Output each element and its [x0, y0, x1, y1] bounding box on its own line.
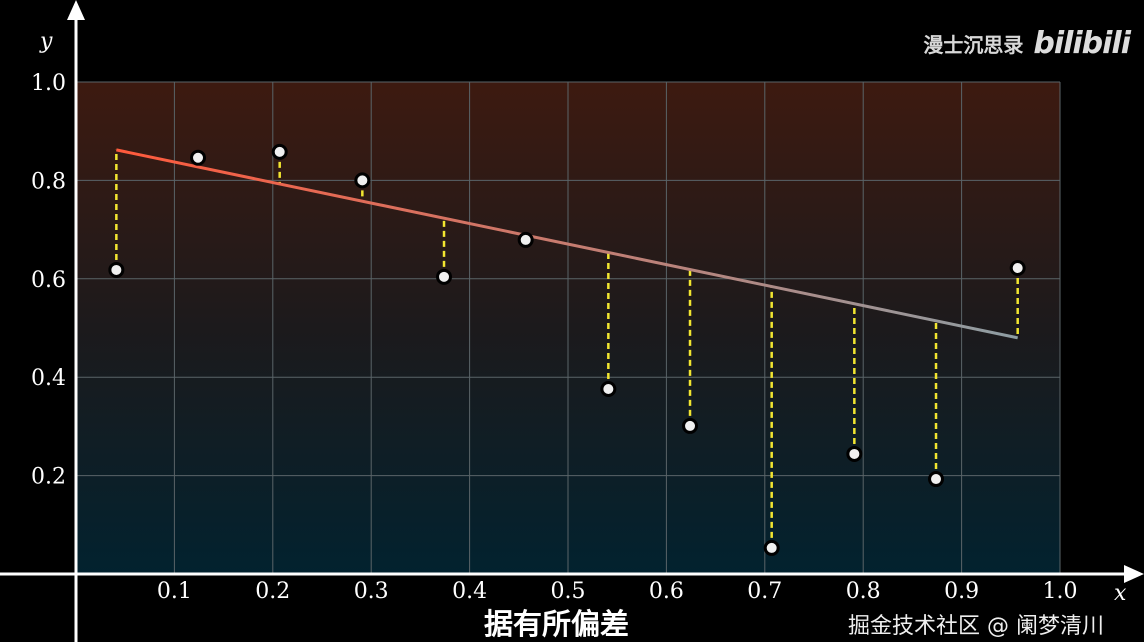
- y-tick-label: 1.0: [31, 71, 66, 96]
- data-point: [600, 381, 617, 398]
- data-point: [1009, 259, 1026, 276]
- x-tick-label: 0.8: [846, 579, 881, 604]
- data-point: [928, 471, 945, 488]
- y-tick-label: 0.8: [31, 169, 66, 194]
- channel-name: 漫士沉思录: [923, 33, 1024, 57]
- subtitle: 据有所偏差: [484, 607, 630, 641]
- credit-watermark: 掘金技术社区 @ 阑梦清川: [848, 614, 1104, 639]
- x-axis-arrow-icon: [1124, 565, 1144, 583]
- x-tick-label: 1.0: [1043, 579, 1078, 604]
- x-tick-label: 0.4: [452, 579, 487, 604]
- bilibili-logo: bilibili: [1033, 26, 1131, 61]
- x-tick-label: 0.5: [551, 579, 586, 604]
- y-tick-label: 0.4: [31, 366, 66, 391]
- data-point: [846, 445, 863, 462]
- x-tick-label: 0.1: [157, 579, 192, 604]
- y-tick-label: 0.6: [31, 268, 66, 293]
- fit-line: [116, 148, 1018, 340]
- x-tick-label: 0.2: [255, 579, 290, 604]
- y-axis-arrow-icon: [67, 0, 85, 20]
- data-point: [763, 539, 780, 556]
- x-tick-label: 0.3: [354, 579, 389, 604]
- x-tick-label: 0.9: [944, 579, 979, 604]
- data-point: [271, 143, 288, 160]
- data-point: [108, 261, 125, 278]
- channel-watermark: 漫士沉思录 bilibili: [923, 26, 1131, 61]
- x-tick-label: 0.6: [649, 579, 684, 604]
- x-tick-label: 0.7: [747, 579, 782, 604]
- y-tick-label: 0.2: [31, 465, 66, 490]
- data-point: [190, 149, 207, 166]
- data-point: [436, 268, 453, 285]
- y-axis-label: y: [39, 29, 53, 54]
- data-point: [354, 172, 371, 189]
- data-point: [682, 417, 699, 434]
- x-axis-label: x: [1114, 581, 1127, 606]
- data-point: [517, 231, 534, 248]
